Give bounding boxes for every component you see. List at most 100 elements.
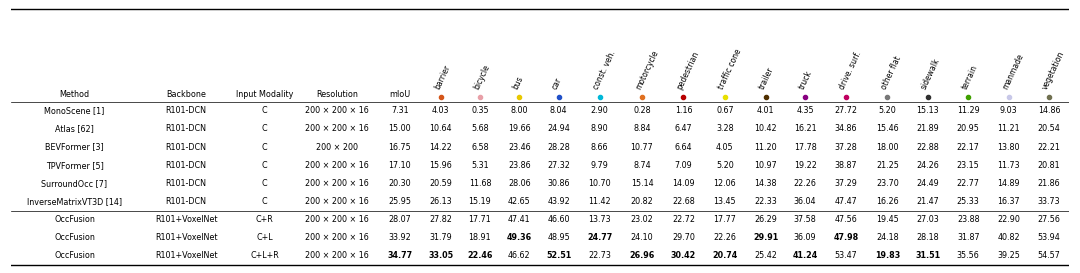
Text: 49.36: 49.36 [507, 233, 531, 242]
Text: 15.00: 15.00 [389, 124, 411, 133]
Text: bicycle: bicycle [472, 63, 491, 91]
Text: car: car [551, 76, 564, 91]
Text: 11.29: 11.29 [957, 106, 980, 115]
Text: 17.10: 17.10 [389, 161, 411, 170]
Text: 27.72: 27.72 [835, 106, 858, 115]
Text: 25.95: 25.95 [388, 197, 411, 206]
Text: OccFusion: OccFusion [54, 233, 95, 242]
Text: 22.88: 22.88 [917, 143, 940, 152]
Text: 23.15: 23.15 [957, 161, 980, 170]
Text: 29.70: 29.70 [672, 233, 694, 242]
Text: 31.79: 31.79 [429, 233, 453, 242]
Text: vegetation: vegetation [1041, 50, 1066, 91]
Text: 20.54: 20.54 [1038, 124, 1061, 133]
Text: 200 × 200: 200 × 200 [316, 143, 359, 152]
Text: 200 × 200 × 16: 200 × 200 × 16 [306, 215, 369, 224]
Text: 22.46: 22.46 [468, 251, 492, 260]
Text: 47.41: 47.41 [508, 215, 530, 224]
Text: 16.26: 16.26 [876, 197, 899, 206]
Text: 22.72: 22.72 [672, 215, 694, 224]
Text: 22.17: 22.17 [957, 143, 980, 152]
Text: 14.89: 14.89 [997, 179, 1020, 188]
Text: 200 × 200 × 16: 200 × 200 × 16 [306, 106, 369, 115]
Text: C+L: C+L [256, 233, 273, 242]
Text: 10.42: 10.42 [755, 124, 778, 133]
Text: 14.38: 14.38 [755, 179, 778, 188]
Text: other flat: other flat [879, 55, 903, 91]
Text: 53.47: 53.47 [835, 251, 858, 260]
Text: 31.87: 31.87 [957, 233, 980, 242]
Text: 22.68: 22.68 [672, 197, 694, 206]
Text: 18.00: 18.00 [876, 143, 899, 152]
Text: const. veh.: const. veh. [592, 49, 617, 91]
Text: 19.83: 19.83 [875, 251, 900, 260]
Text: 46.60: 46.60 [548, 215, 570, 224]
Text: C: C [262, 106, 268, 115]
Text: 10.97: 10.97 [755, 161, 778, 170]
Text: 21.25: 21.25 [876, 161, 899, 170]
Text: 24.77: 24.77 [586, 233, 612, 242]
Text: manmade: manmade [1000, 52, 1025, 91]
Text: drive. surf.: drive. surf. [838, 50, 863, 91]
Text: 8.04: 8.04 [550, 106, 567, 115]
Text: C: C [262, 143, 268, 152]
Text: 6.58: 6.58 [471, 143, 489, 152]
Text: 4.05: 4.05 [716, 143, 733, 152]
Text: 15.46: 15.46 [876, 124, 899, 133]
Text: 40.82: 40.82 [997, 233, 1020, 242]
Text: 22.21: 22.21 [1038, 143, 1061, 152]
Text: SurroundOcc [7]: SurroundOcc [7] [41, 179, 108, 188]
Text: bus: bus [511, 75, 525, 91]
Text: 42.65: 42.65 [508, 197, 530, 206]
Text: 24.18: 24.18 [876, 233, 899, 242]
Text: 16.75: 16.75 [389, 143, 411, 152]
Text: traffic cone: traffic cone [717, 48, 743, 91]
Text: 28.18: 28.18 [917, 233, 940, 242]
Text: 15.14: 15.14 [631, 179, 653, 188]
Text: 35.56: 35.56 [957, 251, 980, 260]
Text: R101-DCN: R101-DCN [165, 106, 206, 115]
Text: 15.19: 15.19 [469, 197, 491, 206]
Text: 11.73: 11.73 [997, 161, 1020, 170]
Text: 9.79: 9.79 [591, 161, 608, 170]
Text: 7.09: 7.09 [675, 161, 692, 170]
Text: Resolution: Resolution [316, 90, 357, 99]
Text: 36.04: 36.04 [794, 197, 816, 206]
Text: 39.25: 39.25 [997, 251, 1021, 260]
Text: 8.84: 8.84 [633, 124, 651, 133]
Text: 0.67: 0.67 [716, 106, 733, 115]
Text: motorcycle: motorcycle [634, 49, 660, 91]
Text: 17.77: 17.77 [714, 215, 737, 224]
Text: 23.02: 23.02 [631, 215, 653, 224]
Text: OccFusion: OccFusion [54, 251, 95, 260]
Text: 48.95: 48.95 [548, 233, 570, 242]
Text: 47.98: 47.98 [834, 233, 859, 242]
Text: 21.47: 21.47 [917, 197, 940, 206]
Text: 24.10: 24.10 [631, 233, 653, 242]
Text: 19.22: 19.22 [794, 161, 816, 170]
Text: 5.20: 5.20 [879, 106, 896, 115]
Text: 4.03: 4.03 [432, 106, 449, 115]
Text: R101-DCN: R101-DCN [165, 143, 206, 152]
Text: 200 × 200 × 16: 200 × 200 × 16 [306, 197, 369, 206]
Text: 11.21: 11.21 [997, 124, 1020, 133]
Text: pedestrian: pedestrian [675, 50, 701, 91]
Text: 10.77: 10.77 [631, 143, 653, 152]
Text: 16.21: 16.21 [794, 124, 816, 133]
Text: R101-DCN: R101-DCN [165, 124, 206, 133]
Text: Input Modality: Input Modality [237, 90, 294, 99]
Text: OccFusion: OccFusion [54, 215, 95, 224]
Text: 10.70: 10.70 [589, 179, 611, 188]
Text: 13.80: 13.80 [997, 143, 1020, 152]
Text: 8.90: 8.90 [591, 124, 608, 133]
Text: 20.74: 20.74 [713, 251, 738, 260]
Text: C: C [262, 197, 268, 206]
Text: 30.86: 30.86 [548, 179, 570, 188]
Text: 33.73: 33.73 [1038, 197, 1061, 206]
Text: 34.86: 34.86 [835, 124, 858, 133]
Text: C+L+R: C+L+R [251, 251, 279, 260]
Text: 31.51: 31.51 [916, 251, 941, 260]
Text: barrier: barrier [432, 64, 451, 91]
Text: 200 × 200 × 16: 200 × 200 × 16 [306, 124, 369, 133]
Text: 20.82: 20.82 [631, 197, 653, 206]
